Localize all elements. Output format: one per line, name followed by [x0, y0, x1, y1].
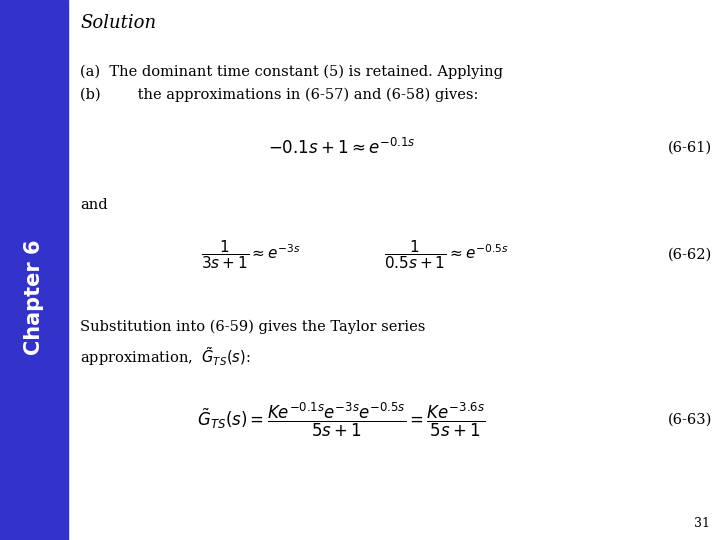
- Text: $\dfrac{1}{3s+1}\approx e^{-3s}$: $\dfrac{1}{3s+1}\approx e^{-3s}$: [201, 239, 300, 272]
- Bar: [0, 0, 68, 540]
- Text: (6-63): (6-63): [668, 413, 712, 427]
- Text: (a)  The dominant time constant (5) is retained. Applying: (a) The dominant time constant (5) is re…: [80, 65, 503, 79]
- Text: $-0.1s+1\approx e^{-0.1s}$: $-0.1s+1\approx e^{-0.1s}$: [268, 138, 415, 158]
- Text: 31: 31: [694, 517, 710, 530]
- Text: $\dfrac{1}{0.5s+1}\approx e^{-0.5s}$: $\dfrac{1}{0.5s+1}\approx e^{-0.5s}$: [384, 239, 508, 272]
- Text: (6-61): (6-61): [668, 141, 712, 155]
- Text: Chapter 6: Chapter 6: [24, 239, 44, 355]
- Text: Substitution into (6-59) gives the Taylor series: Substitution into (6-59) gives the Taylo…: [80, 320, 426, 334]
- Text: approximation,  $\tilde{G}_{TS}(s)$:: approximation, $\tilde{G}_{TS}(s)$:: [80, 345, 251, 368]
- Text: Solution: Solution: [80, 14, 156, 32]
- Text: (6-62): (6-62): [668, 248, 712, 262]
- Text: $\tilde{G}_{TS}(s)=\dfrac{Ke^{-0.1s}e^{-3s}e^{-0.5s}}{5s+1}=\dfrac{Ke^{-3.6s}}{5: $\tilde{G}_{TS}(s)=\dfrac{Ke^{-0.1s}e^{-…: [197, 401, 486, 439]
- Text: (b)        the approximations in (6-57) and (6-58) gives:: (b) the approximations in (6-57) and (6-…: [80, 88, 478, 103]
- Text: and: and: [80, 198, 107, 212]
